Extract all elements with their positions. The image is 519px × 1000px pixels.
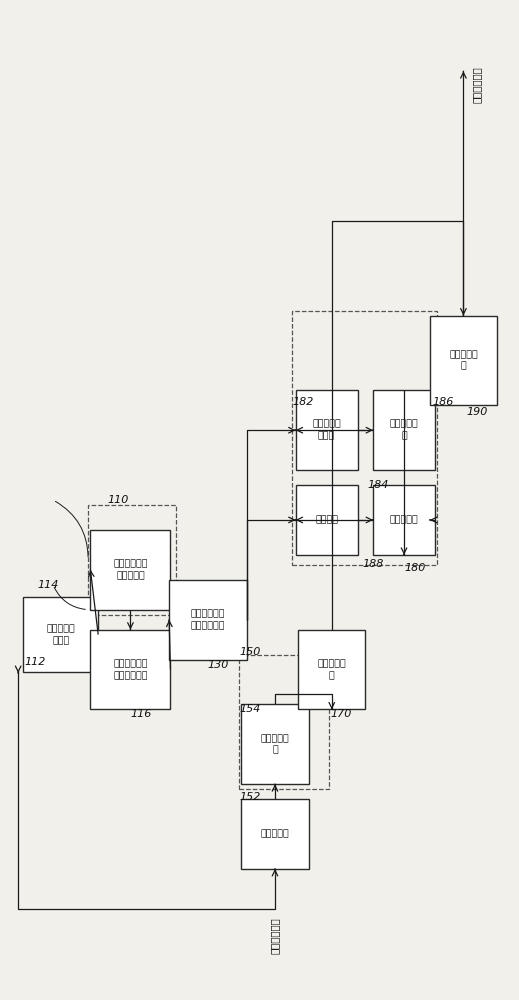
Bar <box>373 390 435 470</box>
Text: 上采样单元: 上采样单元 <box>261 830 290 839</box>
Text: 188: 188 <box>363 559 384 569</box>
Bar <box>292 311 436 565</box>
Text: 隐马尔科夫模
型统计单元: 隐马尔科夫模 型统计单元 <box>113 559 148 580</box>
Text: 190: 190 <box>466 407 487 417</box>
Text: 186: 186 <box>432 397 454 407</box>
Bar <box>430 316 497 405</box>
Bar <box>296 485 358 555</box>
Text: 低通滤波单
元: 低通滤波单 元 <box>261 734 290 755</box>
Bar <box>23 597 98 672</box>
Text: 112: 112 <box>24 657 46 667</box>
Text: 宽带线性预测
系数计算模块: 宽带线性预测 系数计算模块 <box>190 609 225 630</box>
Text: 114: 114 <box>37 580 59 590</box>
Text: 加法器单元: 加法器单元 <box>390 515 418 524</box>
Text: 高通滤波单
元: 高通滤波单 元 <box>390 420 418 441</box>
Bar <box>241 799 308 869</box>
Bar <box>90 530 170 610</box>
Text: 宽带语音信号: 宽带语音信号 <box>471 66 481 103</box>
Bar <box>241 704 308 784</box>
Text: 184: 184 <box>368 480 389 490</box>
Text: 130: 130 <box>208 660 229 670</box>
Bar <box>298 630 365 709</box>
Bar <box>239 655 329 789</box>
Text: 170: 170 <box>331 709 352 719</box>
Text: 分析滤波模
块: 分析滤波模 块 <box>318 659 346 680</box>
Text: 150: 150 <box>240 647 261 657</box>
Text: 特征参数提
取单元: 特征参数提 取单元 <box>46 624 75 645</box>
Bar <box>90 630 170 709</box>
Text: 152: 152 <box>240 792 261 802</box>
Text: 180: 180 <box>404 563 426 573</box>
Text: 154: 154 <box>240 704 261 714</box>
Text: 延迟单元: 延迟单元 <box>315 515 338 524</box>
Text: 合成滤波模
块: 合成滤波模 块 <box>449 350 478 371</box>
Text: 余弦频移调
制单元: 余弦频移调 制单元 <box>312 420 341 441</box>
Bar <box>88 505 176 615</box>
Bar <box>169 580 247 660</box>
Text: 182: 182 <box>292 397 313 407</box>
Bar <box>373 485 435 555</box>
Text: 110: 110 <box>107 495 129 505</box>
Bar <box>296 390 358 470</box>
Text: 宽带线性频率
系数计算单元: 宽带线性频率 系数计算单元 <box>113 659 148 680</box>
Text: 116: 116 <box>130 709 152 719</box>
Text: 窄带语音信号: 窄带语音信号 <box>270 917 280 954</box>
